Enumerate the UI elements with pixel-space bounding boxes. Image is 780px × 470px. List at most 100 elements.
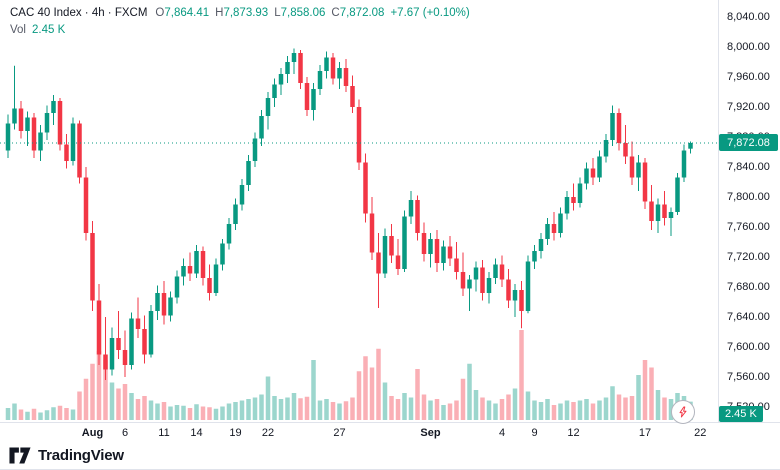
- instant-data-button[interactable]: [671, 400, 695, 424]
- candle-body: [239, 185, 245, 205]
- volume-bar: [460, 378, 466, 420]
- time-axis-label: 4: [498, 427, 506, 439]
- volume-bar: [57, 405, 63, 420]
- candle-body: [603, 140, 609, 157]
- candle-body: [12, 108, 17, 124]
- price-change: +7.67 (+0.10%): [390, 7, 470, 19]
- volume-bar: [655, 390, 661, 420]
- ohlc-close: C7,872.08: [331, 7, 385, 19]
- volume-bar: [38, 412, 43, 420]
- candle-body: [187, 266, 193, 274]
- volume-bar: [636, 375, 641, 420]
- time-axis-label: 27: [333, 427, 346, 439]
- volume-bar: [207, 407, 212, 420]
- candle-body: [428, 239, 433, 254]
- volume-bar: [317, 400, 323, 420]
- volume-bar: [122, 384, 128, 420]
- volume-bar: [350, 397, 355, 420]
- volume-bar: [395, 399, 401, 420]
- candle-body: [51, 101, 56, 113]
- volume-bar: [402, 393, 407, 420]
- candle-body: [246, 161, 251, 185]
- candle-body: [382, 236, 388, 274]
- volume-bar: [12, 403, 17, 420]
- candle-body: [454, 258, 459, 272]
- volume-bar: [408, 397, 414, 420]
- candle-body: [571, 197, 576, 203]
- candle-body: [662, 204, 667, 218]
- volume-bar: [480, 397, 485, 420]
- volume-bar: [304, 396, 310, 420]
- price-axis-label: 8,040.00: [727, 11, 770, 23]
- volume-bar: [174, 405, 180, 420]
- volume-bar: [194, 404, 199, 420]
- volume-bar: [31, 408, 37, 420]
- candle-body: [135, 318, 141, 329]
- volume-bar: [428, 400, 433, 420]
- volume-legend: Vol 2.45 K: [10, 24, 65, 36]
- candle-body: [675, 177, 680, 212]
- candle-body: [148, 311, 154, 355]
- candle-body: [330, 57, 336, 79]
- volume-bar: [649, 367, 654, 420]
- volume-bar: [291, 393, 297, 420]
- tradingview-logo[interactable]: TradingView: [8, 446, 124, 465]
- candle-body: [18, 108, 24, 131]
- time-axis-label: 14: [190, 427, 203, 439]
- volume-bar: [506, 394, 511, 420]
- volume-bar: [77, 391, 82, 420]
- time-axis-label: 6: [121, 427, 129, 439]
- volume-bar: [558, 403, 563, 420]
- candle-body: [519, 290, 524, 311]
- candle-body: [681, 150, 687, 178]
- volume-bar: [382, 382, 388, 420]
- volume-bar: [272, 396, 277, 420]
- volume-bar: [44, 410, 50, 420]
- time-axis[interactable]: Aug 6 11 14 19 22 27 Sep 4 9 12 17 22: [0, 422, 780, 444]
- candle-body: [395, 255, 401, 269]
- candle-body: [83, 177, 89, 233]
- volume-bar: [25, 411, 30, 420]
- candle-body: [363, 162, 368, 214]
- candle-body: [655, 204, 661, 221]
- volume-bar: [90, 363, 95, 420]
- candle-body: [551, 224, 557, 233]
- candle-body: [649, 201, 654, 221]
- time-axis-label: 22: [261, 427, 275, 439]
- volume-bar: [356, 371, 362, 420]
- candle-body: [506, 279, 511, 301]
- volume-bar: [64, 408, 69, 420]
- volume-bar: [538, 402, 544, 420]
- volume-bar: [298, 398, 303, 420]
- candle-body: [421, 233, 427, 254]
- volume-bar: [512, 388, 518, 420]
- candle-body: [304, 83, 310, 110]
- symbol-title[interactable]: CAC 40 Index · 4h · FXCM: [10, 7, 148, 19]
- candle-body: [337, 68, 342, 79]
- volume-bar: [369, 367, 375, 420]
- price-axis[interactable]: 8,040.008,000.007,960.007,920.007,880.00…: [718, 0, 780, 422]
- candle-body: [577, 183, 583, 203]
- candle-body: [226, 224, 232, 244]
- volume-bar: [337, 403, 342, 420]
- candle-body: [317, 71, 323, 89]
- volume-bar: [415, 369, 420, 420]
- price-axis-label: 8,000.00: [727, 41, 770, 53]
- volume-bar: [493, 403, 498, 420]
- price-axis-label: 7,560.00: [727, 371, 770, 383]
- price-axis-label: 7,960.00: [727, 71, 770, 83]
- volume-bar: [233, 402, 238, 420]
- candle-body: [70, 123, 76, 161]
- volume-bar: [181, 405, 186, 420]
- candle-body: [161, 293, 167, 316]
- price-axis-label: 7,640.00: [727, 311, 770, 323]
- volume-bar: [155, 403, 160, 420]
- candle-body: [376, 252, 381, 274]
- candle-body: [525, 261, 531, 311]
- candle-body: [116, 338, 121, 350]
- volume-bar: [168, 406, 173, 420]
- candle-body: [311, 89, 316, 110]
- candle-body: [31, 117, 37, 151]
- lightning-bolt-icon: [679, 406, 687, 418]
